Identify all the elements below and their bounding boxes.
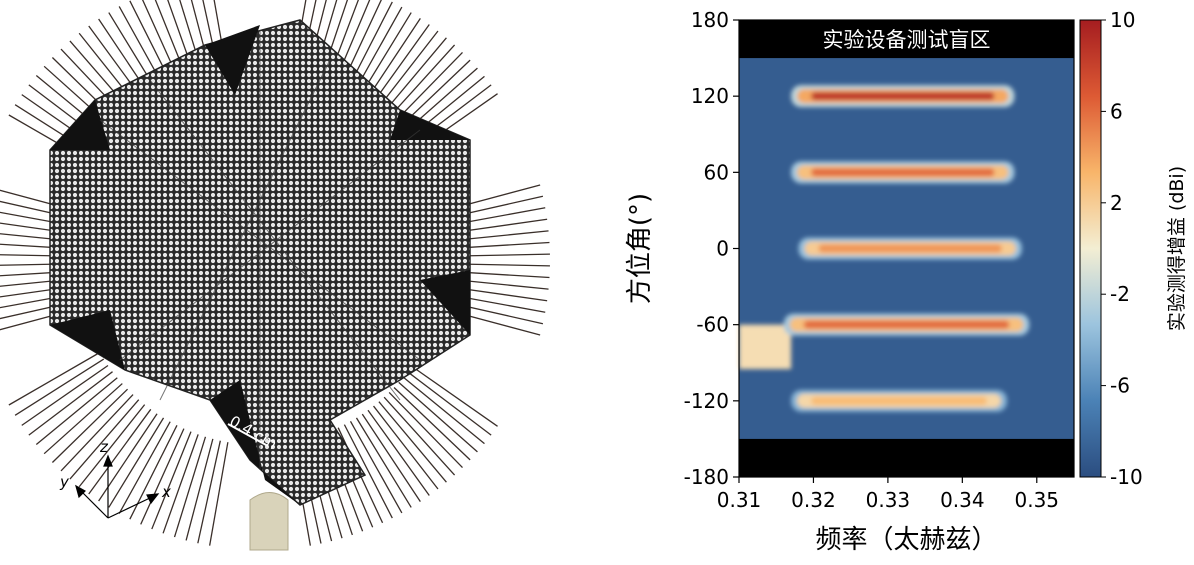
colorbar-tick-label: 2 <box>1110 191 1123 215</box>
x-tick-label: 0.33 <box>866 488 911 512</box>
y-tick-label: 120 <box>691 84 729 108</box>
probe-pin <box>21 364 109 426</box>
probe-pin <box>88 408 152 495</box>
beams-layer <box>739 85 1030 412</box>
beam-core <box>811 92 995 101</box>
x-tick-label: 0.31 <box>717 488 762 512</box>
colorbar-title: 实验测得增益 (dBi) <box>1166 166 1188 331</box>
probe-pin <box>393 387 471 461</box>
colorbar-ticks: 10 6 2 -2 -6 -10 <box>1101 8 1143 489</box>
y-axis-title: 方位角(°) <box>625 193 655 304</box>
device-photo: 0.4 cm z x y <box>0 0 550 551</box>
probe-pin <box>173 436 207 538</box>
y-tick-label: 180 <box>691 8 729 32</box>
y-tick-label: 60 <box>704 160 729 184</box>
colorbar-tick-label: -6 <box>1110 374 1130 398</box>
z-axis-label: z <box>99 438 109 456</box>
blind-region <box>739 20 1074 59</box>
y-tick-label: -180 <box>684 465 729 489</box>
waveguide-lines <box>60 30 465 470</box>
probe-pin <box>118 421 171 514</box>
gain-heatmap-panel: 实验设备测试盲区 180 120 60 0 -60 -120 -180 0.31 0.32 0.… <box>600 0 1194 561</box>
probe-pin <box>35 377 118 446</box>
probe-pin <box>8 351 101 406</box>
probe-pin <box>373 405 439 490</box>
colorbar-tick-label: 6 <box>1110 99 1123 123</box>
blind-region <box>739 438 1074 477</box>
holder <box>249 492 289 551</box>
probe-pin <box>162 434 199 534</box>
probe-pin <box>14 358 105 416</box>
colorbar-tick-label: 10 <box>1110 8 1135 32</box>
probe-pin <box>78 404 146 488</box>
y-tick-label: -120 <box>684 389 729 413</box>
probe-pin <box>60 394 134 472</box>
beam-core <box>811 396 987 405</box>
probe-pin <box>411 365 498 427</box>
x-tick-label: 0.34 <box>940 488 985 512</box>
beam <box>791 389 1007 412</box>
probe-pin <box>209 442 229 546</box>
colorbar <box>1079 19 1102 478</box>
probe-pin <box>69 399 140 480</box>
probe-pin <box>129 425 178 520</box>
x-axis-label: x <box>161 483 171 501</box>
probe-pin <box>185 438 214 541</box>
beam-core <box>811 168 995 177</box>
probe-pin <box>343 424 393 519</box>
y-tick-label: 0 <box>716 237 729 261</box>
probe-pin <box>355 417 412 508</box>
y-tick-label: -60 <box>696 313 729 337</box>
x-tick-label: 0.32 <box>791 488 836 512</box>
probe-pin <box>402 376 485 445</box>
beam-core <box>803 320 1010 329</box>
probe-pin <box>197 440 221 544</box>
probe-pin <box>108 417 165 508</box>
probe-pin <box>361 413 421 502</box>
x-axis: 0.31 0.32 0.33 0.34 0.35 <box>717 477 1059 512</box>
probe-pin <box>28 371 113 436</box>
device-photo-panel: 0.4 cm z x y <box>0 0 600 561</box>
beam <box>791 161 1015 184</box>
probe-pin <box>388 391 463 469</box>
beam <box>798 237 1022 260</box>
beam-core <box>818 244 1002 253</box>
heatmap-patch <box>739 324 792 370</box>
probe-pin <box>43 383 123 455</box>
blind-region-label: 实验设备测试盲区 <box>823 28 991 52</box>
colorbar-tick-label: -2 <box>1110 282 1130 306</box>
y-axis: 180 120 60 0 -60 -120 -180 <box>684 8 739 489</box>
blind-regions <box>739 20 1074 477</box>
x-tick-label: 0.35 <box>1015 488 1060 512</box>
probe-pin <box>367 409 430 496</box>
beam <box>791 85 1015 108</box>
probe-pin <box>383 396 456 476</box>
probe-pin <box>378 401 447 483</box>
probe-pin <box>51 388 129 463</box>
probe-pin <box>140 428 185 525</box>
beam <box>783 313 1030 336</box>
probe-pin <box>349 421 403 514</box>
probe-pin <box>151 431 192 530</box>
probe-pin <box>398 381 478 453</box>
corner-tabs <box>50 25 470 505</box>
probe-pin <box>407 371 492 436</box>
y-axis-label: y <box>59 473 70 491</box>
colorbar-tick-label: -10 <box>1110 465 1143 489</box>
x-axis-title: 频率（太赫兹） <box>815 525 997 555</box>
coordinate-axes: z x y <box>59 438 171 519</box>
